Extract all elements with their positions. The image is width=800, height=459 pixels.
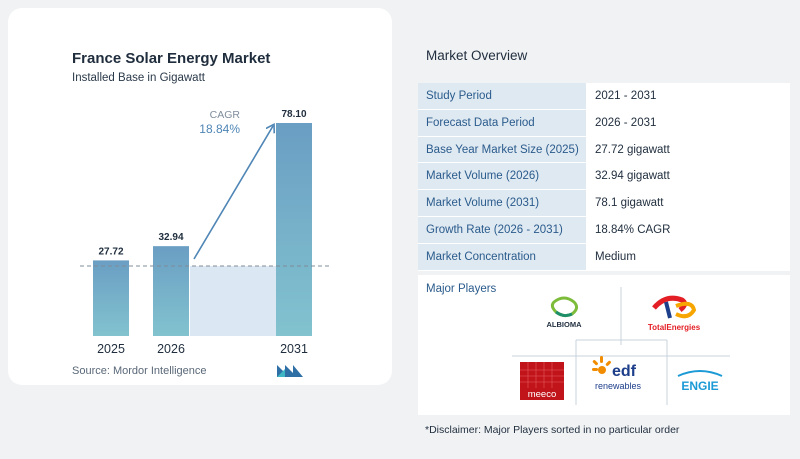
forecast-shade bbox=[190, 266, 276, 336]
row-value: 2026 - 2031 bbox=[586, 109, 790, 136]
row-value: 27.72 gigawatt bbox=[586, 136, 790, 163]
row-value: Medium bbox=[586, 243, 790, 270]
row-label: Market Volume (2031) bbox=[418, 190, 586, 216]
cagr-label: CAGR bbox=[210, 109, 241, 121]
svg-text:meeco: meeco bbox=[528, 389, 557, 400]
svg-text:renewables: renewables bbox=[595, 381, 642, 391]
overview-row-forecast-period: Forecast Data Period 2026 - 2031 bbox=[418, 109, 790, 137]
row-label: Base Year Market Size (2025) bbox=[418, 136, 586, 163]
major-players-title: Major Players bbox=[426, 283, 497, 295]
overview-row-volume-2031: Market Volume (2031) 78.1 gigawatt bbox=[418, 190, 790, 217]
mordor-logo-icon bbox=[277, 365, 303, 377]
source-text: Source: Mordor Intelligence bbox=[72, 365, 207, 377]
overview-row-study-period: Study Period 2021 - 2031 bbox=[418, 83, 790, 110]
bar-2031 bbox=[276, 123, 312, 336]
row-label: Market Concentration bbox=[418, 243, 586, 270]
albioma-logo: ALBIOMA bbox=[547, 296, 583, 329]
row-value: 32.94 gigawatt bbox=[586, 163, 790, 190]
meeco-logo: meeco bbox=[520, 362, 564, 400]
row-label: Study Period bbox=[418, 83, 586, 109]
disclaimer-text: *Disclaimer: Major Players sorted in no … bbox=[425, 424, 680, 436]
engie-logo: ENGIE bbox=[677, 370, 723, 393]
svg-text:ENGIE: ENGIE bbox=[681, 379, 718, 393]
cagr-arrow bbox=[193, 126, 273, 260]
row-label: Market Volume (2026) bbox=[418, 163, 586, 190]
chart-subtitle: Installed Base in Gigawatt bbox=[72, 72, 205, 84]
value-label-2026: 32.94 bbox=[158, 232, 183, 243]
bar-2026 bbox=[153, 246, 189, 336]
svg-text:ALBIOMA: ALBIOMA bbox=[547, 320, 583, 329]
edf-renewables-logo: edf renewables bbox=[592, 356, 642, 391]
cagr-value: 18.84% bbox=[199, 122, 240, 136]
x-tick-2026: 2026 bbox=[157, 342, 185, 356]
totalenergies-logo: TotalEnergies bbox=[648, 295, 701, 332]
overview-row-volume-2026: Market Volume (2026) 32.94 gigawatt bbox=[418, 163, 790, 191]
major-players-panel: Major Players bbox=[418, 275, 790, 415]
overview-row-base-year: Base Year Market Size (2025) 27.72 gigaw… bbox=[418, 136, 790, 164]
bar-chart: 27.72 2025 32.94 2026 78.10 2031 CAGR 18.84% bbox=[80, 109, 330, 356]
row-value: 78.1 gigawatt bbox=[586, 190, 790, 216]
value-label-2031: 78.10 bbox=[281, 109, 306, 120]
bar-2025 bbox=[93, 260, 129, 336]
x-tick-2031: 2031 bbox=[280, 342, 308, 356]
svg-text:edf: edf bbox=[612, 363, 637, 380]
x-tick-2025: 2025 bbox=[97, 342, 125, 356]
market-overview-title: Market Overview bbox=[426, 48, 528, 63]
overview-row-growth-rate: Growth Rate (2026 - 2031) 18.84% CAGR bbox=[418, 216, 790, 244]
svg-text:TotalEnergies: TotalEnergies bbox=[648, 323, 701, 332]
value-label-2025: 27.72 bbox=[98, 246, 123, 257]
overview-table: Study Period 2021 - 2031 Forecast Data P… bbox=[418, 83, 790, 271]
row-label: Growth Rate (2026 - 2031) bbox=[418, 216, 586, 243]
row-label: Forecast Data Period bbox=[418, 109, 586, 136]
overview-row-concentration: Market Concentration Medium bbox=[418, 243, 790, 271]
chart-title: France Solar Energy Market bbox=[72, 50, 271, 67]
row-value: 2021 - 2031 bbox=[586, 83, 790, 109]
row-value: 18.84% CAGR bbox=[586, 216, 790, 243]
